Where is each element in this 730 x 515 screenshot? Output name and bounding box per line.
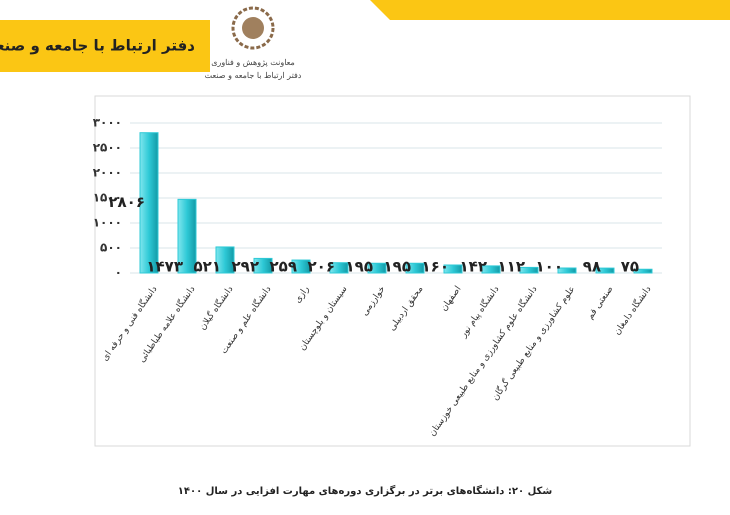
y-tick-label: ۵۰۰ (100, 241, 122, 255)
data-label: ۱۴۷۳ (146, 258, 183, 276)
chart-frame (94, 95, 691, 447)
data-label: ۲۸۰۶ (108, 193, 145, 211)
bar (329, 262, 349, 274)
y-tick-label: ۲۵۰۰ (93, 141, 122, 155)
x-tick-label: صنعتی قم (585, 284, 615, 321)
bar (557, 267, 577, 274)
bar (481, 265, 501, 274)
data-label: ۲۹۲ (232, 258, 259, 276)
data-label: ۱۹۵ (384, 258, 411, 276)
bar (139, 132, 159, 274)
header-band (370, 0, 730, 20)
bar (633, 268, 653, 274)
x-tick-label: دانشگاه پیام نور (457, 283, 502, 340)
logo-mark (231, 6, 275, 50)
data-label: ۹۸ (583, 258, 601, 276)
data-label: ۱۰۰ (536, 258, 563, 276)
data-label: ۲۵۹ (270, 258, 297, 276)
data-label: ۱۴۲ (460, 258, 487, 276)
x-tick-label: دانشگاه گیلان (196, 283, 235, 332)
logo-text: معاونت پژوهش و فناوری (211, 58, 295, 67)
header-box (0, 20, 210, 72)
bar (291, 259, 311, 274)
data-label: ۵۲۱ (194, 258, 221, 276)
data-label: ۱۶۰ (422, 258, 449, 276)
bar (215, 246, 235, 274)
bar (253, 257, 273, 274)
data-label: ۱۱۲ (498, 258, 525, 276)
caption: شکل ۲۰: دانشگاه‌های برتر در برگزاری دوره… (178, 484, 553, 497)
data-label: ۲۰۶ (308, 258, 335, 276)
x-tick-label: خوارزمی (360, 284, 388, 317)
x-tick-label: اصفهان (439, 284, 463, 313)
bar (519, 266, 539, 274)
y-tick-label: ۰ (115, 266, 122, 280)
x-tick-label: دانشگاه دامغان (611, 283, 654, 337)
bar (177, 198, 197, 274)
bar (595, 267, 615, 274)
x-tick-label: محقق اردبیلی (387, 284, 425, 333)
y-tick-label: ۱۰۰۰ (93, 216, 122, 230)
bar (367, 262, 387, 274)
header-title: دفتر ارتباط با جامعه و صنعت (0, 37, 195, 55)
logo-text: دفتر ارتباط با جامعه و صنعت (205, 71, 302, 80)
y-tick-label: ۲۰۰۰ (93, 166, 122, 180)
x-tick-label: رازی (293, 284, 312, 305)
y-tick-label: ۱۵۰۰ (93, 191, 122, 205)
y-tick-label: ۳۰۰۰ (93, 116, 122, 130)
bar (443, 264, 463, 274)
data-label: ۱۹۵ (346, 258, 373, 276)
bar (405, 262, 425, 274)
data-label: ۷۵ (621, 258, 639, 276)
